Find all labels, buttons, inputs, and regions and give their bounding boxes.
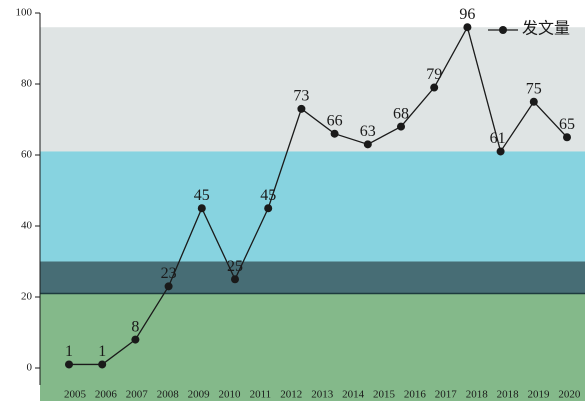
data-label: 75 <box>526 80 542 97</box>
data-label: 1 <box>98 343 106 360</box>
data-point <box>65 360 73 369</box>
data-label: 73 <box>293 88 309 105</box>
x-tick-label: 2016 <box>404 389 427 401</box>
y-tick-label: 0 <box>27 362 33 374</box>
data-label: 45 <box>194 187 210 204</box>
data-point <box>397 122 405 131</box>
background-band <box>40 261 585 294</box>
x-tick-label: 2015 <box>373 389 396 401</box>
x-tick-label: 2014 <box>342 389 365 401</box>
data-label: 79 <box>426 66 442 83</box>
x-tick-label: 2007 <box>126 389 149 401</box>
data-label: 66 <box>327 112 343 129</box>
data-point <box>330 129 339 138</box>
data-label: 65 <box>559 116 575 133</box>
data-label: 96 <box>459 6 475 23</box>
legend-label: 发文量 <box>522 20 570 38</box>
y-tick-label: 60 <box>21 149 33 161</box>
y-tick-label: 40 <box>21 220 33 232</box>
data-point <box>496 147 505 156</box>
data-point <box>98 360 107 369</box>
data-point <box>164 282 173 291</box>
x-tick-label: 2020 <box>558 389 581 401</box>
background-band <box>40 27 585 152</box>
background-band <box>40 293 585 401</box>
x-tick-label: 2010 <box>219 389 242 401</box>
legend-marker <box>499 26 507 34</box>
data-point <box>264 204 273 213</box>
x-tick-label: 2006 <box>95 389 118 401</box>
data-label: 25 <box>227 258 243 275</box>
data-point <box>529 97 538 106</box>
data-label: 63 <box>360 123 376 140</box>
data-label: 23 <box>161 265 177 282</box>
data-point <box>463 23 472 32</box>
y-tick-label: 20 <box>21 291 33 303</box>
data-point <box>197 204 206 213</box>
data-label: 1 <box>65 343 73 360</box>
data-point <box>563 133 571 142</box>
x-tick-label: 2008 <box>157 389 180 401</box>
background-band <box>40 151 585 262</box>
y-tick-label: 80 <box>21 78 33 90</box>
x-tick-label: 2012 <box>280 389 302 401</box>
y-tick-label: 100 <box>16 7 33 19</box>
data-label: 68 <box>393 105 409 122</box>
x-tick-label: 2018 <box>497 389 520 401</box>
data-label: 8 <box>131 318 139 335</box>
x-tick-label: 2011 <box>250 389 272 401</box>
data-point <box>231 275 239 284</box>
data-label: 45 <box>260 187 276 204</box>
data-point <box>297 104 306 113</box>
data-point <box>430 83 439 92</box>
data-point <box>363 140 372 149</box>
data-label: 61 <box>490 130 506 147</box>
x-tick-label: 2005 <box>64 389 87 401</box>
x-tick-label: 2013 <box>311 389 334 401</box>
x-tick-label: 2009 <box>188 389 211 401</box>
x-tick-label: 2017 <box>435 389 458 401</box>
x-tick-label: 2018 <box>466 389 489 401</box>
data-point <box>131 335 140 344</box>
series-line <box>69 25 568 366</box>
x-tick-label: 2019 <box>528 389 551 401</box>
